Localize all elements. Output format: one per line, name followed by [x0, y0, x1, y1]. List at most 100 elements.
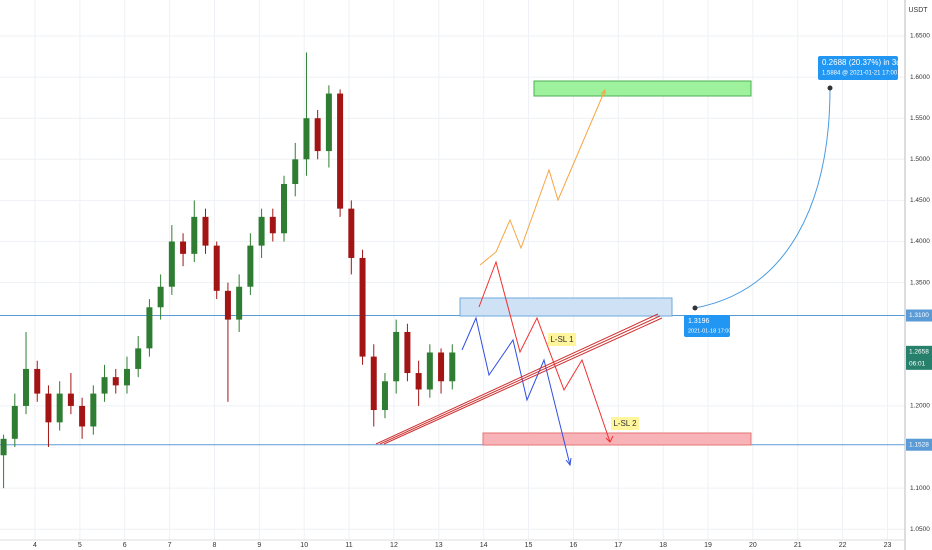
candle-body — [359, 257, 366, 357]
x-tick-label: 18 — [659, 542, 667, 549]
x-tick-label: 4 — [33, 542, 37, 549]
candle-body — [258, 216, 265, 246]
candle-body — [404, 331, 411, 374]
y-tick-label: 1.0500 — [910, 526, 930, 533]
plot-area — [0, 0, 905, 540]
candle-body — [34, 368, 41, 394]
x-tick-label: 15 — [525, 542, 533, 549]
candle-body — [157, 286, 164, 308]
price-label: 1.3100 — [909, 312, 929, 319]
y-tick-label: 1.3500 — [910, 279, 930, 286]
entry-zone — [459, 297, 673, 317]
candle-body — [0, 438, 7, 456]
point-box — [684, 315, 730, 337]
y-tick-label: 1.4000 — [910, 238, 930, 245]
candle-body — [112, 377, 119, 386]
x-tick-label: 14 — [480, 542, 488, 549]
candle-body — [202, 216, 209, 246]
label-bg — [611, 417, 639, 430]
candle-body — [79, 405, 86, 427]
candle-body — [45, 393, 52, 423]
point — [692, 305, 698, 311]
channel-lines — [375, 313, 663, 445]
x-tick-label: 10 — [300, 542, 308, 549]
annotation: 2021-01-18 17:00 — [688, 328, 731, 334]
x-tick-label: 5 — [78, 542, 82, 549]
candle-body — [348, 208, 355, 258]
x-tick-label: 7 — [168, 542, 172, 549]
y-tick-label: 1.6000 — [910, 74, 930, 81]
annotation: L-SL 1 — [550, 335, 574, 344]
arrow-blue — [565, 457, 572, 467]
candle-body — [370, 356, 377, 411]
annotation: 0.2688 (20.37%) in 3d — [822, 58, 901, 67]
candle-body — [247, 245, 254, 287]
point — [827, 85, 833, 91]
x-tick-label: 13 — [435, 542, 443, 549]
price-label-bg — [906, 309, 932, 322]
candle-body — [224, 290, 231, 320]
candle-body — [393, 331, 400, 382]
path-orange — [479, 89, 606, 266]
candle-body — [101, 377, 108, 394]
x-tick-label: 20 — [749, 542, 757, 549]
x-tick-label: 8 — [213, 542, 217, 549]
x-tick-label: 16 — [570, 542, 578, 549]
label-bg — [548, 333, 576, 346]
candle-body — [191, 216, 198, 254]
currency: USDT — [908, 7, 928, 14]
candle-body — [381, 381, 388, 411]
candle-body — [415, 373, 422, 390]
price-label-bg — [906, 438, 932, 451]
x-tick-label: 9 — [257, 542, 261, 549]
last-price-bg — [906, 345, 932, 370]
countdown: 06:01 — [909, 361, 926, 368]
candle-body — [56, 393, 63, 423]
y-tick-label: 1.2000 — [910, 403, 930, 410]
candle-body — [281, 183, 288, 234]
annotation: L-SL 2 — [613, 419, 637, 428]
target-zone — [533, 80, 752, 97]
candle-body — [303, 118, 310, 160]
candle-body — [426, 352, 433, 390]
candle-body — [23, 368, 30, 406]
candle-body — [90, 393, 97, 427]
arrow-orange — [600, 88, 606, 96]
path-red — [478, 260, 611, 443]
annotation: 1.3196 — [688, 318, 710, 325]
price-label: 1.1528 — [909, 441, 929, 448]
path-blue — [461, 316, 571, 466]
y-tick-label: 1.5000 — [910, 156, 930, 163]
candle-body — [67, 393, 74, 406]
candle-body — [180, 241, 187, 254]
x-tick-label: 12 — [390, 542, 398, 549]
candle-body — [236, 286, 243, 320]
candle-body — [168, 241, 175, 287]
y-tick-label: 1.5500 — [910, 115, 930, 122]
candle-body — [449, 352, 456, 382]
annotation: 1.5884 @ 2021-01-21 17:00 — [822, 71, 898, 77]
candle-body — [314, 118, 321, 152]
x-tick-label: 19 — [704, 542, 712, 549]
candle-body — [146, 307, 153, 349]
candle-body — [325, 93, 332, 152]
last-price: 1.2658 — [909, 349, 929, 356]
candle-body — [292, 159, 299, 184]
y-tick-label: 1.1000 — [910, 485, 930, 492]
x-tick-label: 23 — [884, 542, 892, 549]
y-tick-label: 1.6500 — [910, 33, 930, 40]
candle-body — [123, 368, 130, 386]
x-tick-label: 6 — [123, 542, 127, 549]
candle-body — [135, 348, 142, 369]
candle-body — [337, 93, 344, 209]
candle-body — [213, 245, 220, 291]
measure-box — [818, 56, 898, 80]
arrow-red — [605, 435, 614, 443]
y-tick-label: 1.4500 — [910, 197, 930, 204]
x-tick-label: 22 — [839, 542, 847, 549]
measure-curve — [694, 87, 831, 309]
candle-body — [269, 216, 276, 234]
candle-body — [438, 352, 445, 382]
candle-body — [11, 405, 18, 439]
